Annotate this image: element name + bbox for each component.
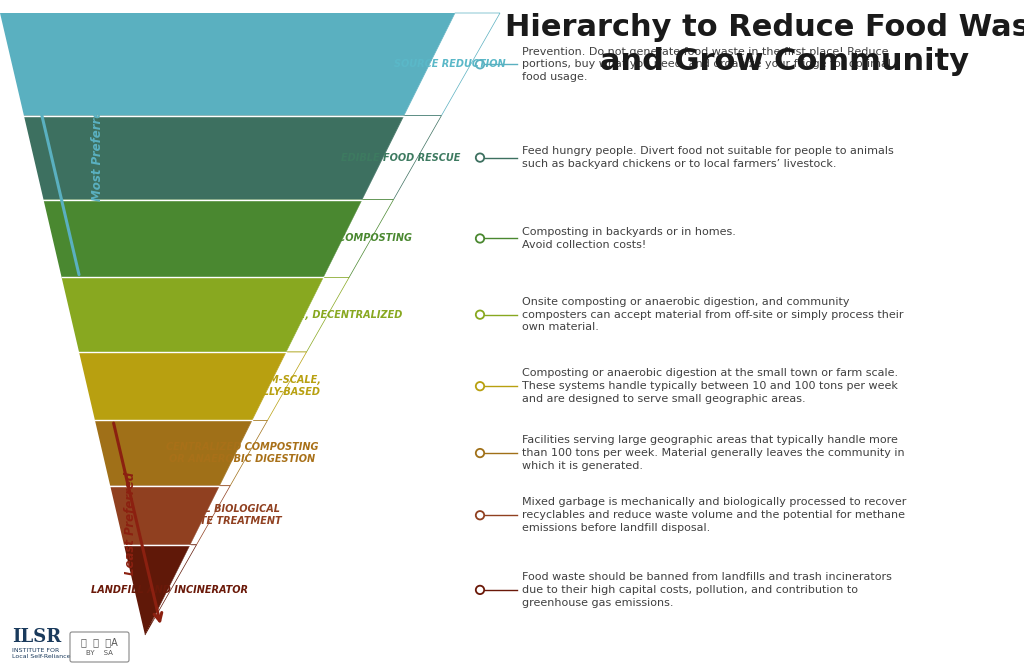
- Text: LANDFILL AND INCINERATOR: LANDFILL AND INCINERATOR: [90, 585, 248, 595]
- Text: Prevention. Do not generate food waste in the first place! Reduce
portions, buy : Prevention. Do not generate food waste i…: [522, 46, 891, 82]
- Polygon shape: [219, 420, 267, 486]
- Polygon shape: [0, 13, 455, 115]
- Polygon shape: [362, 115, 441, 200]
- Text: Composting or anaerobic digestion at the small town or farm scale.
These systems: Composting or anaerobic digestion at the…: [522, 369, 898, 404]
- Text: Local Self-Reliance: Local Self-Reliance: [12, 654, 71, 660]
- Text: CENTRALIZED COMPOSTING
OR ANAEROBIC DIGESTION: CENTRALIZED COMPOSTING OR ANAEROBIC DIGE…: [166, 442, 318, 464]
- Text: Food waste should be banned from landfills and trash incinerators
due to their h: Food waste should be banned from landfil…: [522, 572, 892, 608]
- Text: Composting in backyards or in homes.
Avoid collection costs!: Composting in backyards or in homes. Avo…: [522, 227, 736, 250]
- Text: Facilities serving large geographic areas that typically handle more
than 100 to: Facilities serving large geographic area…: [522, 436, 904, 471]
- Text: SMALL-SCALE, DECENTRALIZED: SMALL-SCALE, DECENTRALIZED: [230, 310, 402, 320]
- Polygon shape: [95, 420, 252, 486]
- Polygon shape: [24, 115, 403, 200]
- Text: MECHANICAL BIOLOGICAL
MIXED WASTE TREATMENT: MECHANICAL BIOLOGICAL MIXED WASTE TREATM…: [136, 505, 282, 526]
- Text: Least Preferred: Least Preferred: [125, 472, 137, 575]
- Polygon shape: [111, 486, 219, 545]
- Polygon shape: [61, 277, 324, 352]
- Text: Ⓒ  ⓘ  ⓈA: Ⓒ ⓘ ⓈA: [81, 637, 118, 647]
- Text: Hierarchy to Reduce Food Waste
and Grow Community: Hierarchy to Reduce Food Waste and Grow …: [505, 13, 1024, 76]
- Text: HOME COMPOSTING: HOME COMPOSTING: [302, 233, 412, 243]
- Text: ILSR: ILSR: [12, 628, 61, 646]
- Text: MEDIUM-SCALE,
LOCALLY-BASED: MEDIUM-SCALE, LOCALLY-BASED: [234, 375, 322, 397]
- Text: Feed hungry people. Divert food not suitable for people to animals
such as backy: Feed hungry people. Divert food not suit…: [522, 147, 894, 169]
- Polygon shape: [43, 200, 362, 277]
- Polygon shape: [286, 277, 349, 352]
- Polygon shape: [324, 200, 393, 277]
- Polygon shape: [403, 13, 500, 115]
- Polygon shape: [189, 486, 230, 545]
- Text: Onsite composting or anaerobic digestion, and community
composters can accept ma: Onsite composting or anaerobic digestion…: [522, 297, 903, 332]
- Text: Mixed garbage is mechanically and biologically processed to recover
recyclables : Mixed garbage is mechanically and biolog…: [522, 497, 906, 533]
- Polygon shape: [79, 352, 286, 420]
- Text: INSTITUTE FOR: INSTITUTE FOR: [12, 648, 59, 652]
- Polygon shape: [145, 545, 197, 635]
- Polygon shape: [124, 545, 189, 635]
- Text: BY    SA: BY SA: [86, 650, 113, 656]
- Text: EDIBLE FOOD RESCUE: EDIBLE FOOD RESCUE: [341, 152, 460, 162]
- Text: Most Preferred: Most Preferred: [91, 101, 104, 201]
- Polygon shape: [252, 352, 306, 420]
- Text: SOURCE REDUCTION: SOURCE REDUCTION: [394, 59, 506, 70]
